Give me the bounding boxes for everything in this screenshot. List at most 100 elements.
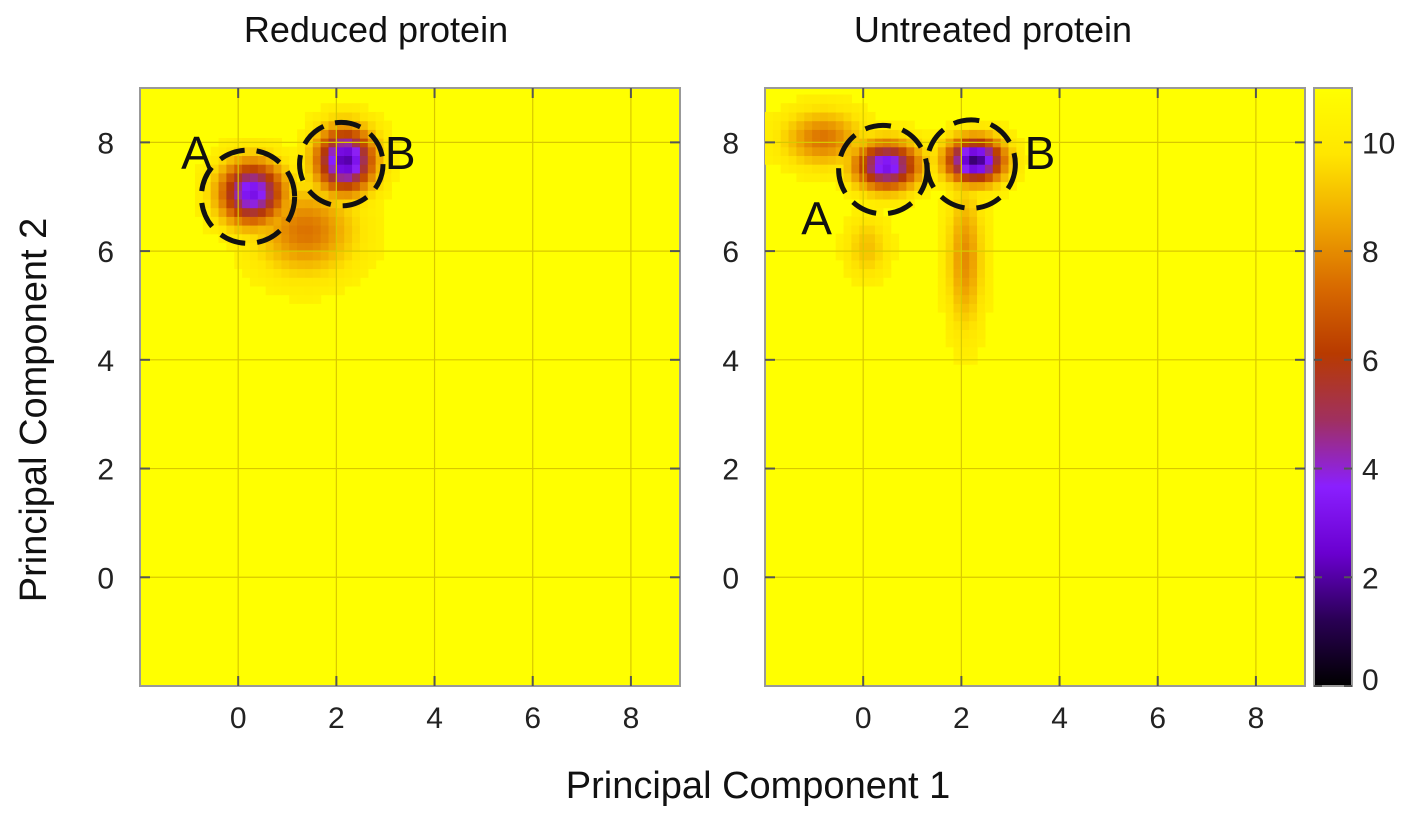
heatmap-cell bbox=[969, 164, 978, 174]
heatmap-cell bbox=[945, 216, 955, 226]
heatmap-cell bbox=[796, 120, 805, 130]
heatmap-cell bbox=[898, 198, 907, 209]
heatmap-cell bbox=[851, 146, 860, 157]
heatmap-cell bbox=[929, 146, 939, 157]
heatmap-cell bbox=[984, 190, 994, 200]
heatmap-cell bbox=[375, 251, 385, 261]
heatmap-cell bbox=[827, 129, 837, 139]
heatmap-cell bbox=[969, 233, 978, 243]
heatmap-cell bbox=[218, 181, 227, 191]
heatmap-cell bbox=[281, 216, 290, 226]
heatmap-cell bbox=[359, 155, 369, 165]
heatmap-cell bbox=[304, 120, 314, 130]
heatmap-cell bbox=[937, 242, 947, 252]
heatmap-cell bbox=[289, 225, 298, 235]
heatmap-cell bbox=[304, 294, 314, 304]
heatmap-cell bbox=[984, 164, 994, 174]
heatmap-cell bbox=[375, 233, 385, 243]
heatmap-cell bbox=[827, 155, 837, 165]
heatmap-cell bbox=[352, 164, 361, 174]
heatmap-cell bbox=[953, 190, 962, 200]
heatmap-cell bbox=[890, 129, 900, 139]
heatmap-cell bbox=[242, 268, 251, 278]
heatmap-cell bbox=[819, 146, 829, 157]
grid-untreated bbox=[765, 88, 1305, 686]
heatmap-cell bbox=[289, 259, 298, 270]
heatmap-cell bbox=[336, 277, 345, 287]
heatmap-cell bbox=[304, 277, 314, 287]
heatmap-cell bbox=[281, 207, 290, 217]
heatmap-cell bbox=[297, 216, 306, 226]
heatmap-cell bbox=[984, 268, 994, 278]
heatmap-cell bbox=[320, 225, 330, 235]
heatmap-cell bbox=[953, 181, 962, 191]
heatmap-cell bbox=[320, 259, 330, 270]
heatmap-cell bbox=[804, 155, 813, 165]
heatmap-cell bbox=[375, 216, 385, 226]
heatmap-cell bbox=[937, 303, 947, 313]
heatmap-cell bbox=[780, 129, 790, 139]
heatmap-cell bbox=[265, 277, 275, 287]
heatmap-cell bbox=[257, 268, 267, 278]
annotations-untreated: AB bbox=[801, 117, 1055, 244]
heatmap-cell bbox=[359, 146, 369, 157]
heatmap-cell bbox=[312, 233, 322, 243]
heatmap-cell bbox=[344, 233, 353, 243]
heatmap-cell bbox=[1000, 120, 1010, 130]
heatmap-cell bbox=[336, 129, 345, 139]
heatmap-cell bbox=[328, 233, 337, 243]
heatmap-cell bbox=[226, 164, 235, 174]
heatmap-cell bbox=[336, 225, 345, 235]
heatmap-cell bbox=[812, 155, 821, 165]
heatmap-cell bbox=[210, 172, 220, 183]
heatmap-cell bbox=[1000, 172, 1010, 183]
heatmap-cell bbox=[289, 277, 298, 287]
heatmap-cell bbox=[984, 181, 994, 191]
heatmap-cell bbox=[375, 207, 385, 217]
heatmap-cell bbox=[937, 285, 947, 296]
heatmap-cell bbox=[906, 172, 915, 183]
heatmap-cell bbox=[242, 155, 251, 165]
heatmap-cell bbox=[780, 164, 790, 174]
heatmap-cell bbox=[796, 155, 805, 165]
heatmap-cell bbox=[953, 320, 962, 330]
heatmap-cell bbox=[202, 190, 212, 200]
heatmap-cell bbox=[1016, 164, 1025, 174]
heatmap-cell bbox=[297, 251, 306, 261]
heatmap-cell bbox=[945, 207, 955, 217]
heatmap-cell bbox=[352, 181, 361, 191]
heatmap-cell bbox=[265, 242, 275, 252]
heatmap-cell bbox=[352, 251, 361, 261]
heatmap-cell bbox=[961, 233, 970, 243]
heatmap-cell bbox=[265, 172, 275, 183]
heatmap-cell bbox=[249, 164, 259, 174]
heatmap-cell bbox=[328, 285, 337, 296]
heatmap-cell bbox=[344, 129, 353, 139]
y-tick-label: 6 bbox=[97, 236, 114, 269]
heatmap-cell bbox=[969, 303, 978, 313]
heatmap-cell bbox=[969, 277, 978, 287]
heatmap-cell bbox=[867, 190, 876, 200]
heatmap-cell bbox=[843, 155, 852, 165]
heatmap-cell bbox=[320, 242, 330, 252]
heatmap-cell bbox=[827, 172, 837, 183]
heatmap-cell bbox=[835, 103, 845, 113]
heatmap-cell bbox=[827, 94, 837, 104]
heatmap-cell bbox=[898, 155, 907, 165]
y-tick-label: 4 bbox=[97, 345, 114, 378]
heatmap-cell bbox=[367, 198, 377, 209]
heatmap-cell bbox=[328, 103, 337, 113]
heatmap-cell bbox=[819, 94, 829, 104]
heatmap-cell bbox=[289, 146, 298, 157]
heatmap-cell bbox=[336, 242, 345, 252]
heatmap-cell bbox=[945, 172, 955, 183]
heatmap-cell bbox=[977, 225, 986, 235]
heatmap-cell bbox=[202, 155, 212, 165]
heatmap-cell bbox=[273, 268, 282, 278]
heatmap-cell bbox=[929, 155, 939, 165]
heatmap-cell bbox=[961, 251, 970, 261]
heatmap-cell bbox=[851, 190, 860, 200]
heatmap-cell bbox=[242, 190, 251, 200]
heatmap-cell bbox=[281, 242, 290, 252]
heatmap-cell bbox=[226, 242, 235, 252]
